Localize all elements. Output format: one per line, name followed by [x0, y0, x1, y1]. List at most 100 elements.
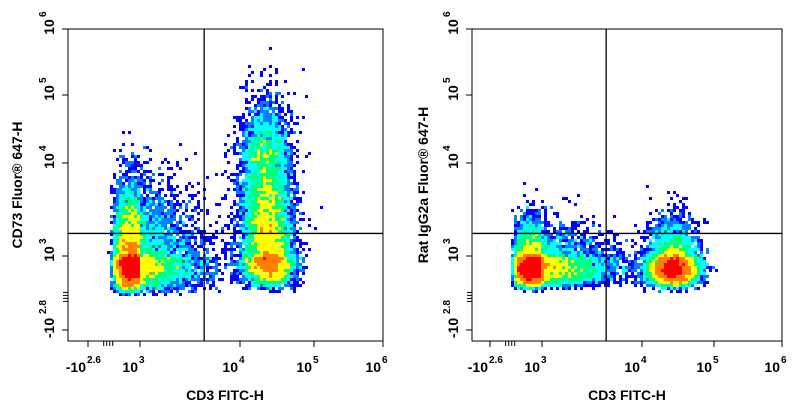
density-cell: [293, 266, 296, 269]
density-cell: [269, 218, 272, 221]
density-cell: [640, 272, 643, 275]
density-cell: [224, 194, 227, 197]
density-cell: [667, 260, 670, 263]
density-cell: [643, 287, 646, 290]
density-cell: [269, 167, 272, 170]
density-cell: [616, 281, 619, 284]
density-cell: [700, 242, 703, 245]
density-cell: [673, 191, 676, 194]
density-cell: [526, 236, 529, 239]
density-cell: [269, 248, 272, 251]
density-cell: [254, 230, 257, 233]
density-cell: [511, 281, 514, 284]
density-cell: [643, 251, 646, 254]
density-cell: [694, 266, 697, 269]
density-cell: [299, 218, 302, 221]
density-cell: [143, 260, 146, 263]
density-cell: [260, 248, 263, 251]
density-cell: [254, 260, 257, 263]
density-cell: [604, 242, 607, 245]
density-cell: [182, 284, 185, 287]
density-cell: [544, 224, 547, 227]
density-cell: [173, 209, 176, 212]
density-cell: [125, 200, 128, 203]
density-cell: [119, 230, 122, 233]
density-cell: [269, 65, 272, 68]
density-cell: [272, 218, 275, 221]
density-cell: [595, 245, 598, 248]
density-cell: [206, 248, 209, 251]
density-cell: [595, 236, 598, 239]
density-cell: [694, 245, 697, 248]
density-cell: [622, 257, 625, 260]
density-cell: [541, 290, 544, 293]
density-cell: [266, 263, 269, 266]
density-cell: [113, 224, 116, 227]
density-cell: [110, 206, 113, 209]
density-cell: [131, 218, 134, 221]
density-cell: [544, 281, 547, 284]
density-cell: [544, 212, 547, 215]
density-cell: [296, 263, 299, 266]
density-cell: [565, 284, 568, 287]
density-cell: [670, 260, 673, 263]
density-cell: [526, 227, 529, 230]
density-cell: [266, 224, 269, 227]
density-cell: [122, 245, 125, 248]
density-cell: [242, 86, 245, 89]
density-cell: [688, 218, 691, 221]
density-cell: [275, 260, 278, 263]
density-cell: [520, 251, 523, 254]
density-cell: [260, 263, 263, 266]
density-cell: [679, 260, 682, 263]
density-cell: [281, 182, 284, 185]
density-cell: [649, 257, 652, 260]
density-cell: [110, 257, 113, 260]
density-cell: [556, 269, 559, 272]
density-cell: [275, 71, 278, 74]
y-tick-base: -10: [445, 318, 461, 338]
density-cell: [263, 104, 266, 107]
density-cell: [553, 248, 556, 251]
density-cell: [263, 218, 266, 221]
density-cell: [248, 218, 251, 221]
density-cell: [113, 281, 116, 284]
density-cell: [544, 245, 547, 248]
density-cell: [571, 233, 574, 236]
density-cell: [517, 239, 520, 242]
density-cell: [682, 197, 685, 200]
density-cell: [679, 209, 682, 212]
density-cell: [170, 215, 173, 218]
density-cell: [245, 227, 248, 230]
density-cell: [670, 287, 673, 290]
density-cell: [158, 233, 161, 236]
density-cell: [197, 278, 200, 281]
density-cell: [185, 230, 188, 233]
density-cell: [263, 200, 266, 203]
density-cell: [679, 215, 682, 218]
density-cell: [703, 260, 706, 263]
density-cell: [266, 95, 269, 98]
density-cell: [236, 140, 239, 143]
density-cell: [191, 194, 194, 197]
density-cell: [176, 257, 179, 260]
density-cell: [269, 185, 272, 188]
density-cell: [664, 269, 667, 272]
density-cell: [688, 236, 691, 239]
density-cell: [125, 164, 128, 167]
density-cell: [122, 239, 125, 242]
density-cell: [296, 236, 299, 239]
density-cell: [287, 209, 290, 212]
density-cell: [553, 275, 556, 278]
density-cell: [242, 167, 245, 170]
density-cell: [580, 269, 583, 272]
density-cell: [637, 281, 640, 284]
density-cell: [607, 254, 610, 257]
density-cell: [559, 221, 562, 224]
density-cell: [598, 284, 601, 287]
density-cell: [523, 263, 526, 266]
density-cell: [140, 173, 143, 176]
density-cell: [559, 227, 562, 230]
density-cell: [248, 149, 251, 152]
density-cell: [176, 209, 179, 212]
